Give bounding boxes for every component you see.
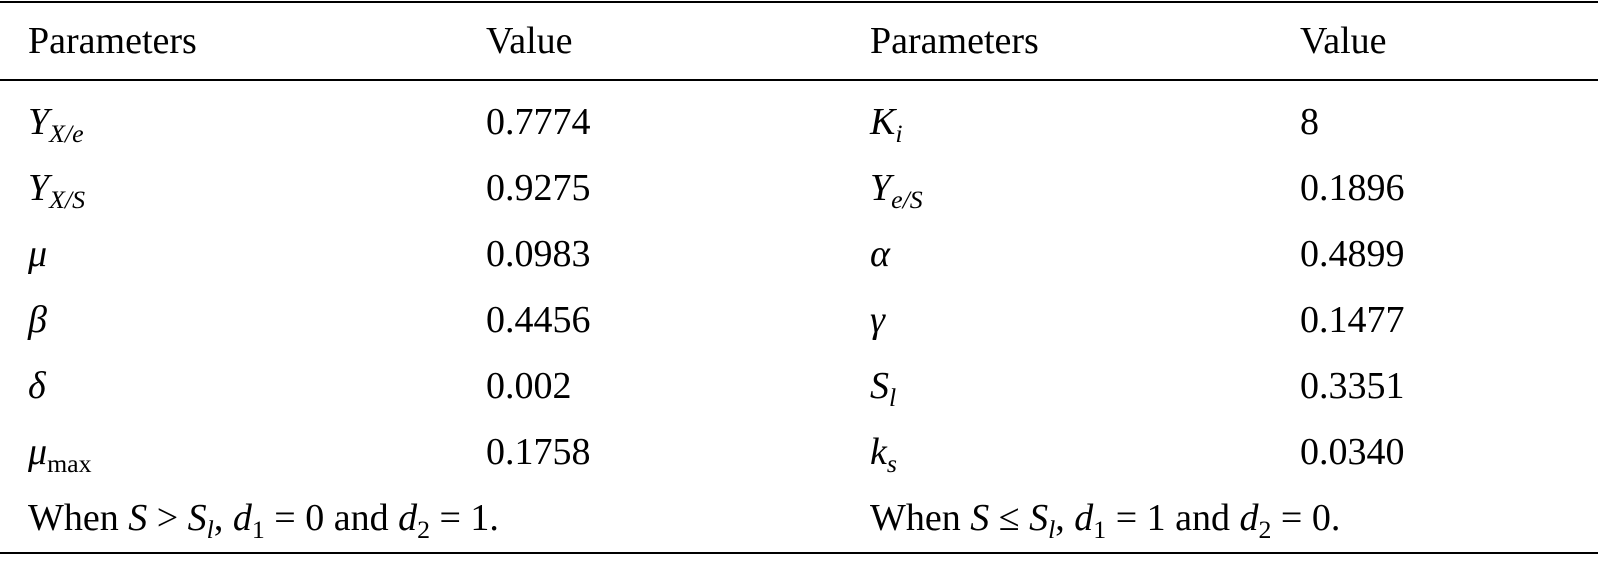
text-segment: = 1 and [1106,497,1240,539]
text-segment: S [187,497,207,539]
text-segment: = 0 and [264,497,399,539]
text-segment: Y [870,167,892,209]
bottom-rule [0,552,1598,554]
text-segment: Y [28,167,50,209]
text-segment: 2 [417,514,430,544]
text-segment: 2 [1258,514,1272,544]
text-segment: 1 [1093,514,1107,544]
text-segment: X/S [49,184,86,214]
text-segment: i [895,118,903,148]
note: When S ≤ Sl, d1 = 1 and d2 = 0. [870,485,1340,551]
text-segment: ≤ [989,497,1030,539]
parameter-cell: Ye/S [870,155,923,221]
text-segment: l [1048,514,1056,544]
top-rule [0,1,1598,3]
text-segment: l [889,382,897,412]
parameter-cell: μ [28,221,47,287]
text-segment: , [1055,497,1075,539]
text-segment: S [970,497,990,539]
text-segment: S [128,497,148,539]
text-segment: , [213,497,233,539]
parameter-cell: δ [28,353,46,419]
text-segment: = 0. [1271,497,1341,539]
parameter-cell: α [870,221,890,287]
parameter-cell: γ [870,287,885,353]
value-cell: 0.4456 [486,299,591,341]
value-cell: 0.002 [486,365,572,407]
note: When S > Sl, d1 = 0 and d2 = 1. [28,485,499,551]
value-cell: 0.7774 [486,101,591,143]
text-segment: s [886,448,897,478]
text-segment: S [1029,497,1049,539]
text-segment: When [870,497,971,539]
header-cell: Parameters [870,20,1039,62]
text-segment: K [870,101,896,143]
text-segment: d [1074,497,1094,539]
text-segment: d [232,497,252,539]
text-segment: μ [28,431,48,473]
parameter-cell: β [28,287,47,353]
value-cell: 8 [1300,101,1319,143]
text-segment: β [28,299,47,341]
parameter-cell: μmax [28,419,92,485]
text-segment: > [147,497,188,539]
text-segment: δ [28,365,46,407]
value-cell: 0.1477 [1300,299,1405,341]
value-cell: 0.9275 [486,167,591,209]
header-cell: Value [486,20,573,62]
parameter-cell: Sl [870,353,896,419]
text-segment: d [398,497,418,539]
text-segment: Y [28,101,50,143]
parameter-cell: Ki [870,89,903,155]
parameter-cell: YX/e [28,89,84,155]
value-cell: 0.0340 [1300,431,1405,473]
value-cell: 0.1896 [1300,167,1405,209]
text-segment: k [870,431,887,473]
header-cell: Value [1300,20,1387,62]
text-segment: S [870,365,889,407]
value-cell: 0.1758 [486,431,591,473]
text-segment: 1 [251,514,265,544]
header-cell: Parameters [28,20,197,62]
value-cell: 0.3351 [1300,365,1405,407]
text-segment: γ [870,299,885,341]
header-rule [0,79,1598,81]
text-segment: α [870,233,890,275]
text-segment: X/e [49,118,84,148]
value-cell: 0.4899 [1300,233,1405,275]
text-segment: = 1. [430,497,499,539]
value-cell: 0.0983 [486,233,591,275]
text-segment: μ [28,233,48,275]
text-segment: When [28,497,129,539]
parameter-cell: ks [870,419,897,485]
text-segment: d [1239,497,1259,539]
text-segment: l [206,514,214,544]
text-segment: max [47,448,92,478]
parameter-cell: YX/S [28,155,85,221]
text-segment: e/S [891,184,923,214]
